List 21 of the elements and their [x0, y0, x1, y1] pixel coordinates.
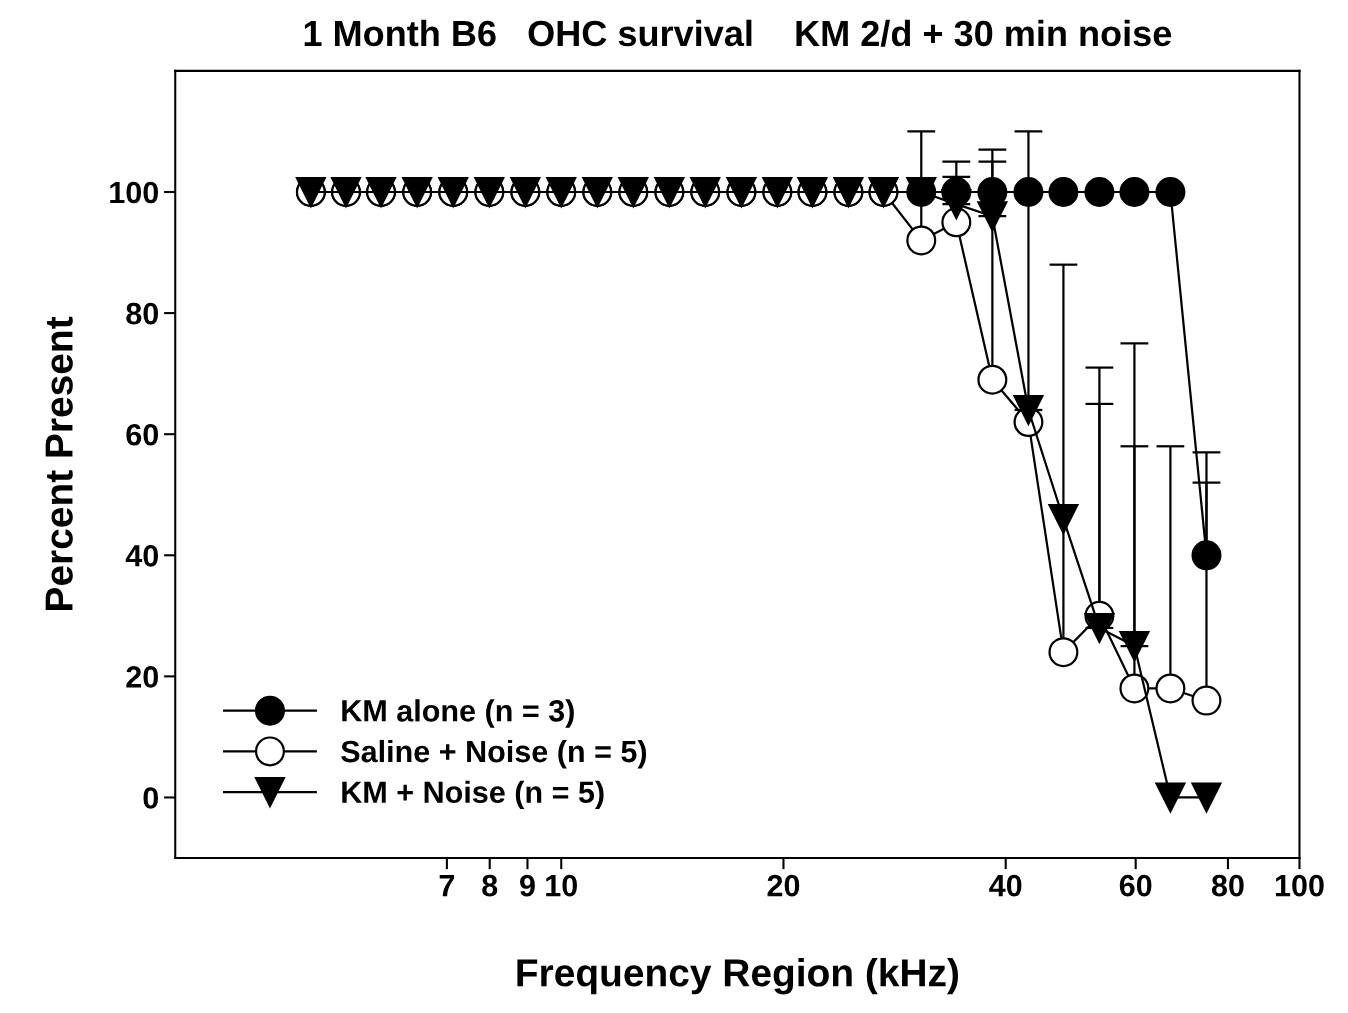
x-tick-label: 9 [520, 874, 535, 897]
y-tick-label: 60 [126, 423, 159, 446]
x-tick-label: 100 [1275, 874, 1324, 897]
y-tick-label: 20 [126, 666, 159, 688]
x-tick-label: 7 [439, 875, 455, 897]
x-tick-label: 40 [989, 874, 1022, 897]
y-tick-label: 0 [143, 787, 159, 809]
legend-label: Saline + Noise (n = 5) [341, 739, 647, 769]
chart-title: 1 Month B6 OHC survival KM 2/d + 30 min noise [304, 19, 1172, 47]
legend-label: KM alone (n = 3) [342, 699, 574, 728]
x-tick-label: 80 [1211, 874, 1244, 897]
x-tick-label: 10 [546, 874, 577, 897]
y-axis-title: Percent Present [45, 316, 73, 610]
y-tick-label: 40 [125, 545, 159, 567]
legend-label: KM + Noise (n = 5) [342, 780, 604, 810]
x-tick-label: 20 [767, 874, 800, 897]
x-axis-title: Frequency Region (kHz) [517, 958, 958, 995]
y-tick-label: 80 [126, 302, 159, 325]
x-tick-label: 60 [1119, 874, 1152, 897]
y-tick-label: 100 [110, 181, 159, 204]
x-tick-label: 8 [482, 874, 498, 897]
